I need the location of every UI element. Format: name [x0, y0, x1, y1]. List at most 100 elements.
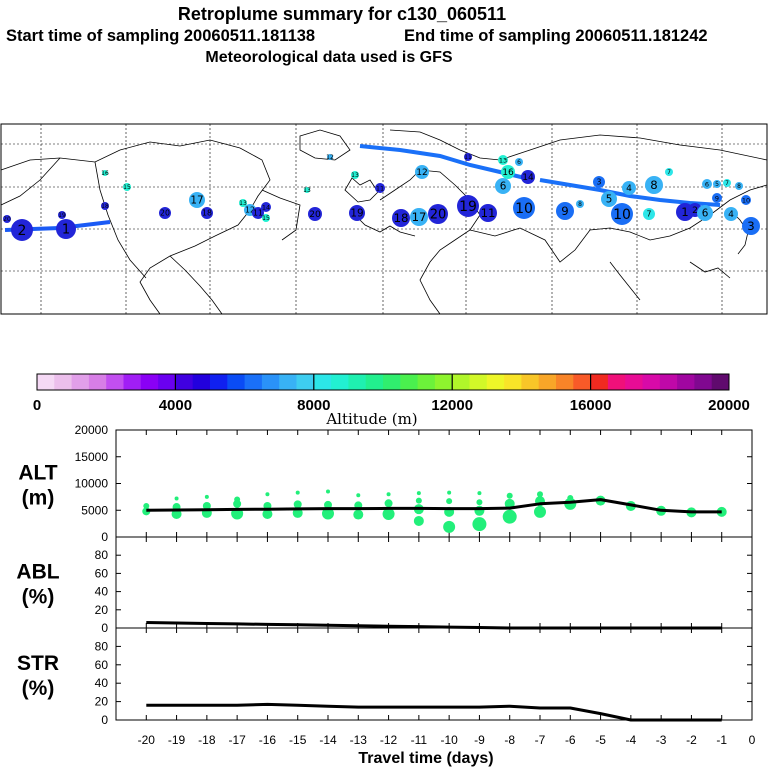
plume-marker-dot [415, 165, 429, 179]
plume-marker: 20 [3, 215, 11, 223]
plume-marker-dot [556, 202, 574, 220]
y-tick-label: 40 [95, 585, 109, 599]
plume-marker-dot [643, 208, 655, 220]
plume-marker-label: 16 [502, 168, 514, 178]
x-tick-label: -8 [504, 733, 515, 747]
colorbar-cell [659, 374, 678, 390]
plume-marker-label: 6 [702, 208, 709, 220]
colorbar-cell [417, 374, 436, 390]
x-tick-label: -7 [535, 733, 546, 747]
panel-frame [115, 429, 753, 538]
plume-marker: 9 [556, 202, 574, 220]
colorbar-cell [158, 374, 176, 390]
plume-marker-label: 13 [351, 172, 359, 179]
colorbar-cell [469, 374, 488, 390]
time-series-panels: 05000100001500020000ALT(m)020406080ABL(%… [16, 423, 755, 767]
plume-marker: 6 [702, 179, 712, 189]
colorbar-cell [677, 374, 695, 390]
plume-marker-dot [3, 215, 11, 223]
plume-marker: 3 [593, 176, 605, 188]
x-tick-label: -17 [228, 733, 246, 747]
plume-marker-label: 8 [578, 201, 582, 208]
plume-marker-label: 10 [742, 196, 750, 204]
colorbar-cell [123, 374, 142, 390]
y-tick-label: 20000 [75, 423, 109, 437]
plume-marker-dot [645, 176, 663, 194]
x-tick-label: -14 [319, 733, 337, 747]
plume-marker-dot [349, 205, 365, 221]
colorbar-cell [383, 374, 401, 390]
plume-marker-label: 2 [18, 223, 27, 239]
x-tick-label: -10 [440, 733, 458, 747]
colorbar-cell [140, 374, 159, 390]
colorbar-cell [590, 374, 609, 390]
plume-marker-dot [428, 204, 448, 224]
x-tick-label: -16 [259, 733, 277, 747]
plume-marker-dot [189, 192, 205, 208]
plume-marker-dot [102, 170, 108, 176]
altitude-point [537, 491, 543, 498]
altitude-point [446, 498, 453, 505]
plume-marker-label: 12 [245, 206, 255, 215]
plume-marker-label: 20 [3, 216, 11, 223]
plume-marker: 6 [697, 205, 713, 221]
plume-marker: 19 [58, 211, 66, 219]
y-tick-label: 20 [95, 695, 109, 709]
x-tick-label: -3 [656, 733, 667, 747]
plume-marker: 4 [724, 207, 738, 221]
plume-marker: 20 [428, 204, 448, 224]
plume-marker-dot [410, 208, 428, 226]
colorbar-label: Altitude (m) [325, 410, 417, 428]
plume-marker: 13 [351, 171, 359, 179]
colorbar-cell [296, 374, 315, 390]
panel-label: ALT [18, 462, 57, 485]
plume-marker-label: 8 [650, 178, 657, 192]
plume-marker-dot [239, 199, 247, 207]
plume-marker: 15 [123, 183, 131, 191]
colorbar-cell [504, 374, 522, 390]
series-line [146, 621, 722, 630]
plume-marker-dot [457, 195, 479, 217]
plume-marker-dot [611, 203, 633, 225]
plume-marker-dot [464, 153, 472, 161]
colorbar-cell [434, 374, 453, 390]
x-tick-label: -4 [626, 733, 637, 747]
plume-marker-label: 19 [58, 212, 66, 219]
plume-marker-label: 7 [667, 169, 671, 176]
x-tick-label: -15 [289, 733, 307, 747]
plume-marker-label: 18 [101, 203, 109, 210]
plume-marker: 10 [513, 197, 535, 219]
plume-marker-dot [11, 219, 33, 241]
plume-marker-dot [697, 205, 713, 221]
colorbar-cell [365, 374, 384, 390]
plume-marker: 13 [498, 155, 508, 165]
altitude-point [386, 492, 391, 497]
panel-abl: 0 20 40 60 80 ABL(%) [16, 536, 753, 635]
figure-title: Retroplume summary for c130_060511 [178, 4, 506, 24]
altitude-point [265, 492, 270, 497]
altitude-colorbar: 0 4000 8000 12000 16000 20000 Altitude (m) [33, 373, 750, 428]
altitude-point [472, 517, 487, 532]
plume-marker-label: 11 [481, 206, 496, 220]
plume-marker-dot [201, 207, 213, 219]
plume-marker-dot [252, 207, 264, 219]
plume-marker-label: 13 [303, 187, 311, 194]
plume-marker: 18 [392, 209, 410, 227]
colorbar-cell [313, 374, 332, 390]
colorbar-cell [556, 374, 574, 390]
plume-marker: 16 [501, 165, 515, 179]
y-tick-label: 5000 [81, 503, 108, 517]
plume-marker: 18 [101, 202, 109, 210]
plume-marker-label: 11 [376, 184, 384, 192]
panel-frame [115, 536, 753, 629]
colorbar-cell [538, 374, 557, 390]
plume-marker-label: 15 [123, 184, 131, 191]
plume-marker: 3 [742, 217, 760, 235]
plume-marker-label: 19 [459, 199, 477, 215]
colorbar-tick-label: 16000 [570, 397, 612, 414]
plume-marker: 20 [159, 207, 171, 219]
plume-marker-dot [351, 171, 359, 179]
plume-marker-label: 13 [239, 200, 247, 207]
